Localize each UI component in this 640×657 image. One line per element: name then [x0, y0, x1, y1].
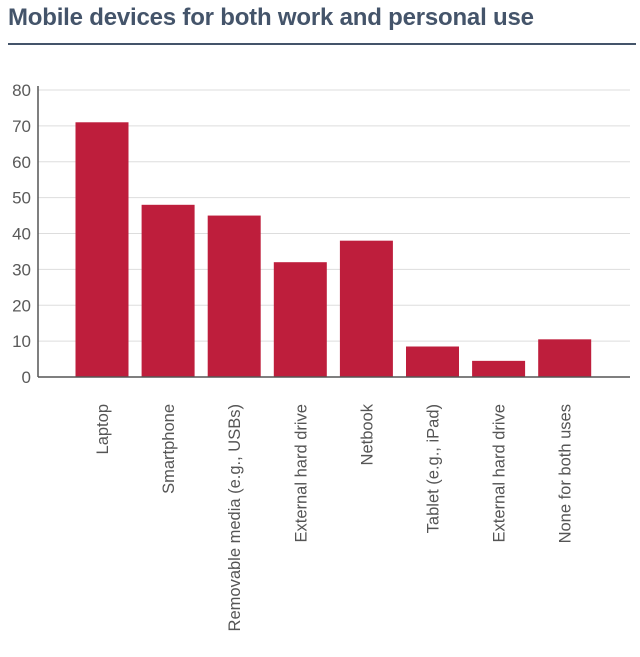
- bar: [538, 339, 592, 377]
- y-tick-label: 10: [12, 332, 31, 351]
- bar: [273, 262, 327, 377]
- y-tick-label: 60: [12, 153, 31, 172]
- x-tick-label: External hard drive: [292, 404, 310, 543]
- bar: [141, 204, 195, 377]
- bar: [207, 215, 261, 377]
- x-tick-label: External hard drive: [491, 404, 509, 543]
- y-tick-label: 40: [12, 225, 31, 244]
- x-tick-label: Netbook: [358, 403, 376, 465]
- x-tick-label: None for both uses: [557, 404, 575, 543]
- title-divider: [8, 43, 636, 45]
- x-tick-label: Removable media (e.g., USBs): [226, 404, 244, 631]
- x-tick-label: Laptop: [94, 404, 112, 454]
- y-tick-label: 70: [12, 117, 31, 136]
- y-tick-label: 80: [12, 81, 31, 100]
- y-tick-label: 20: [12, 296, 31, 315]
- bar: [75, 122, 129, 377]
- y-axis-ticks: 0 10 20 30 40 50 60 70 80: [12, 81, 31, 387]
- x-tick-label: Tablet (e.g., iPad): [425, 404, 443, 533]
- gridlines: [38, 89, 630, 342]
- x-axis-labels: Laptop Smartphone Removable media (e.g., U…: [94, 403, 575, 631]
- x-tick-label: Smartphone: [160, 404, 178, 494]
- bar: [406, 346, 459, 377]
- bar: [339, 240, 393, 377]
- chart-title: Mobile devices for both work and persona…: [8, 4, 534, 31]
- y-tick-label: 30: [12, 260, 31, 279]
- y-tick-label: 50: [12, 189, 31, 208]
- bar: [472, 360, 526, 377]
- axes: [37, 86, 630, 378]
- bars: [75, 122, 592, 377]
- y-tick-label: 0: [22, 368, 31, 387]
